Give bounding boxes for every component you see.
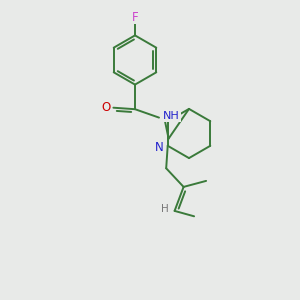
Text: O: O: [101, 101, 110, 114]
Text: N: N: [155, 141, 164, 154]
Text: H: H: [161, 204, 169, 214]
Text: F: F: [132, 11, 138, 24]
Text: NH: NH: [163, 111, 180, 121]
